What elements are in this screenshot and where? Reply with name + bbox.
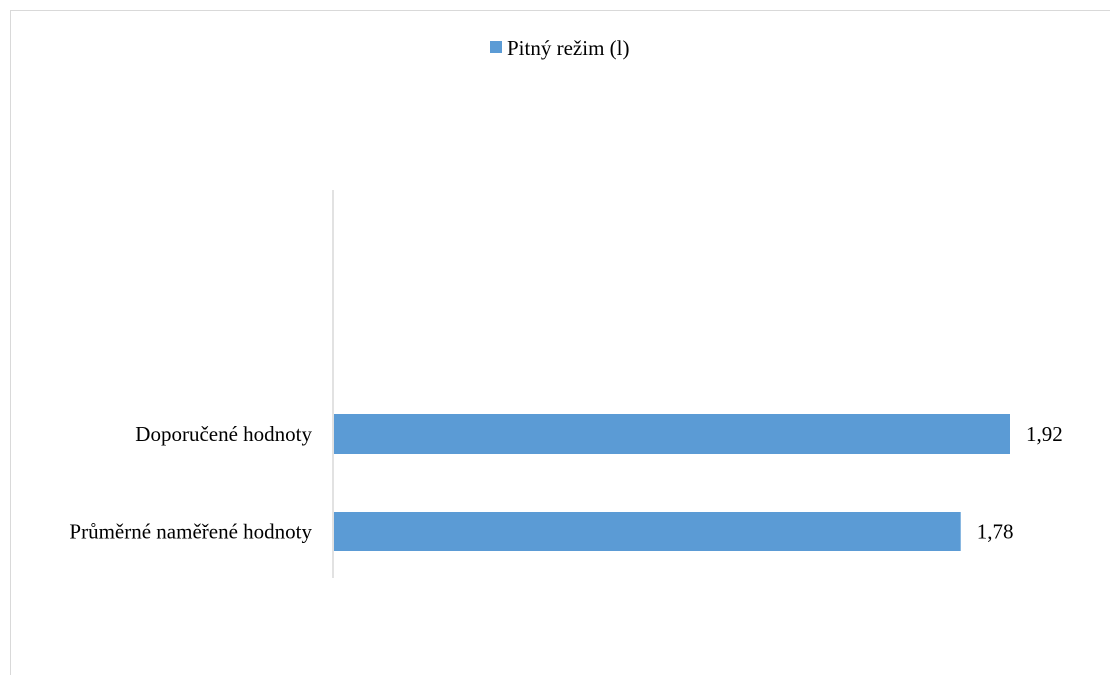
bars: 1,92 Doporučené hodnoty 1,78 Průměrné naměř… bbox=[69, 414, 1063, 551]
data-label-1: 1,78 bbox=[977, 520, 1014, 544]
bar-0 bbox=[334, 414, 1010, 454]
legend-label: Pitný režim (l) bbox=[507, 36, 629, 60]
legend-swatch bbox=[490, 41, 502, 53]
category-label-1: Průměrné naměřené hodnoty bbox=[69, 520, 312, 544]
bar-1 bbox=[334, 512, 961, 551]
data-label-0: 1,92 bbox=[1026, 422, 1063, 446]
legend: Pitný režim (l) bbox=[490, 36, 629, 60]
chart-frame bbox=[10, 10, 1110, 675]
category-label-0: Doporučené hodnoty bbox=[135, 422, 312, 446]
